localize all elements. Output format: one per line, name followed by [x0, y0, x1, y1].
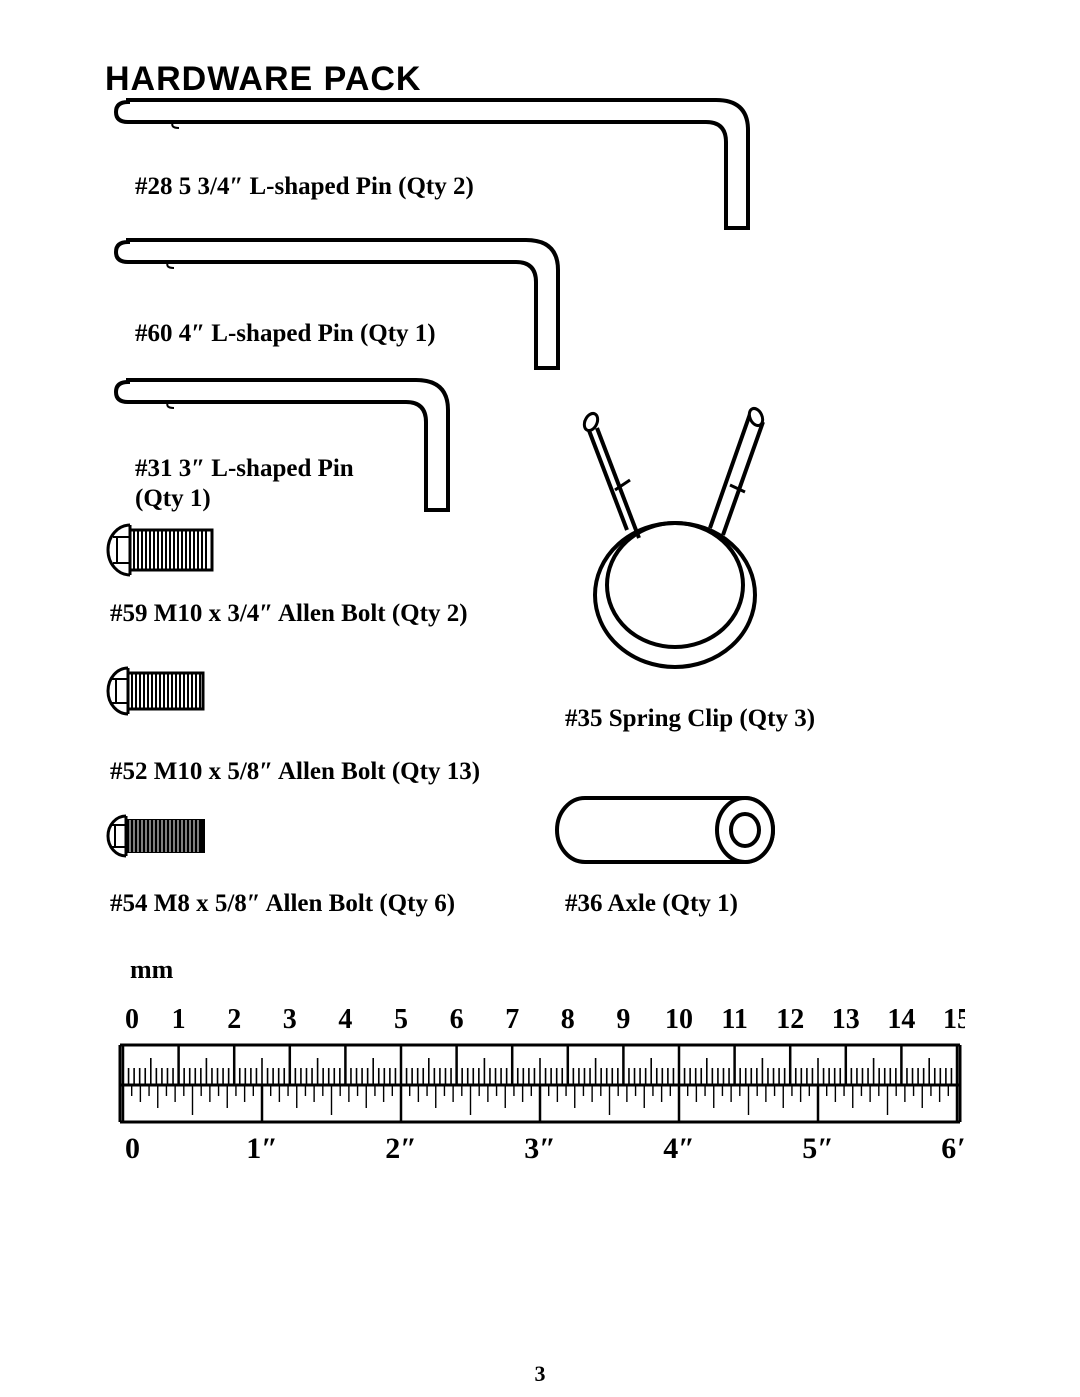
- svg-text:4″: 4″: [663, 1132, 695, 1165]
- svg-text:5: 5: [394, 1004, 408, 1035]
- bolt-54-label: #54 M8 x 5/8″ Allen Bolt (Qty 6): [110, 890, 455, 918]
- spring-clip-illustration: [555, 390, 795, 680]
- svg-text:5″: 5″: [802, 1132, 834, 1165]
- svg-text:1″: 1″: [246, 1132, 278, 1165]
- svg-text:3″: 3″: [524, 1132, 556, 1165]
- svg-text:0: 0: [125, 1132, 140, 1165]
- ruler-mm-label: mm: [130, 955, 173, 985]
- svg-text:15: 15: [943, 1004, 965, 1035]
- svg-text:7: 7: [505, 1004, 519, 1035]
- svg-text:2″: 2″: [385, 1132, 417, 1165]
- ruler-illustration: 0123456789101112131415 01″2″3″4″5″6″: [115, 990, 965, 1180]
- svg-text:1: 1: [172, 1004, 186, 1035]
- svg-text:6: 6: [450, 1004, 464, 1035]
- svg-text:12: 12: [776, 1004, 804, 1035]
- lpin-31-label-b: (Qty 1): [135, 485, 211, 513]
- lpin-28-label: #28 5 3/4″ L-shaped Pin (Qty 2): [135, 173, 474, 201]
- svg-text:11: 11: [721, 1004, 747, 1035]
- bolt-59-illustration: [100, 515, 220, 585]
- lpin-28-illustration: [108, 90, 758, 235]
- page-number: 3: [535, 1361, 546, 1387]
- bolt-52-label: #52 M10 x 5/8″ Allen Bolt (Qty 13): [110, 758, 480, 786]
- svg-text:3: 3: [283, 1004, 297, 1035]
- svg-text:6″: 6″: [941, 1132, 965, 1165]
- svg-text:8: 8: [561, 1004, 575, 1035]
- bolt-54-illustration: [100, 808, 215, 866]
- svg-text:4: 4: [338, 1004, 352, 1035]
- svg-text:2: 2: [227, 1004, 241, 1035]
- axle-illustration: [555, 790, 780, 870]
- svg-text:0: 0: [125, 1004, 139, 1035]
- svg-text:10: 10: [665, 1004, 693, 1035]
- lpin-31-label-a: #31 3″ L-shaped Pin: [135, 455, 354, 483]
- svg-text:14: 14: [887, 1004, 915, 1035]
- bolt-59-label: #59 M10 x 3/4″ Allen Bolt (Qty 2): [110, 600, 468, 628]
- spring-clip-label: #35 Spring Clip (Qty 3): [565, 705, 815, 733]
- svg-text:13: 13: [832, 1004, 860, 1035]
- bolt-52-illustration: [100, 660, 215, 725]
- svg-text:9: 9: [616, 1004, 630, 1035]
- lpin-60-label: #60 4″ L-shaped Pin (Qty 1): [135, 320, 436, 348]
- lpin-60-illustration: [108, 230, 568, 375]
- axle-label: #36 Axle (Qty 1): [565, 890, 738, 918]
